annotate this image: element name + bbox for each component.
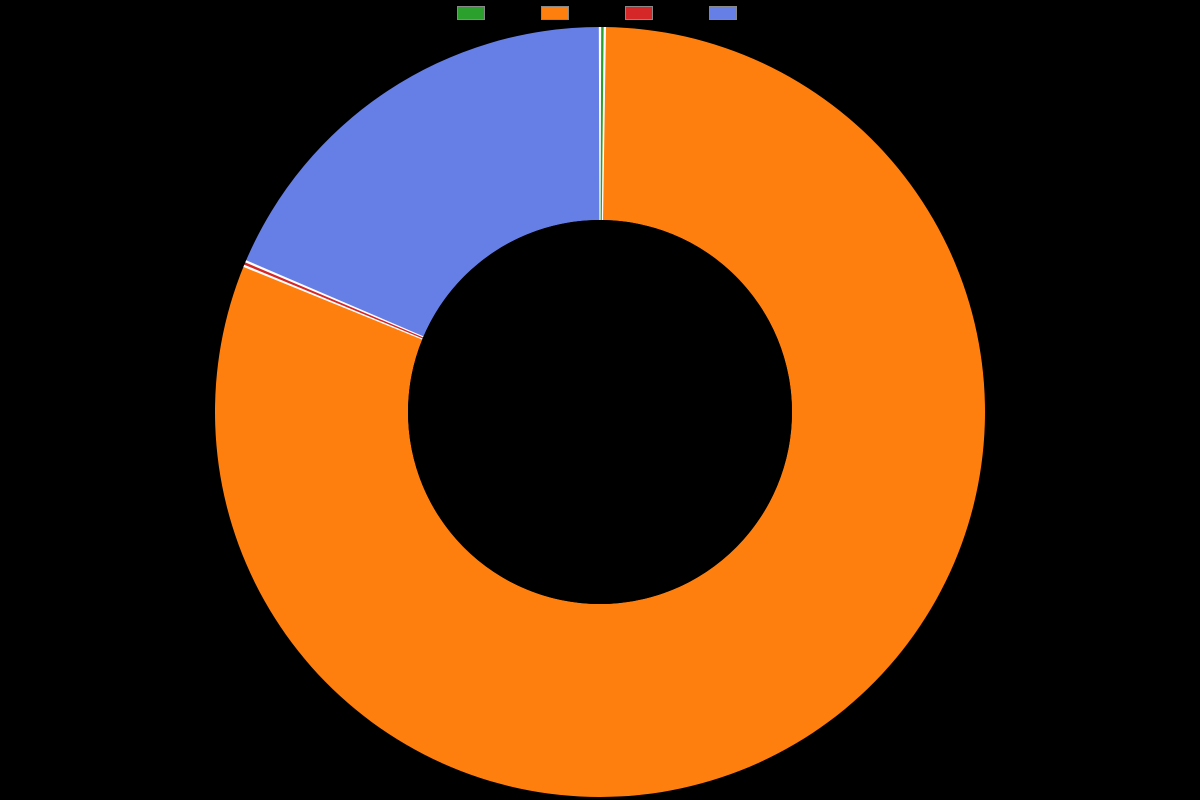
legend-item xyxy=(625,6,659,20)
legend-swatch xyxy=(625,6,653,20)
donut-chart xyxy=(215,27,985,797)
legend-item xyxy=(541,6,575,20)
legend xyxy=(0,6,1200,20)
legend-item xyxy=(457,6,491,20)
donut-hole xyxy=(408,220,792,604)
legend-swatch xyxy=(709,6,737,20)
chart-stage xyxy=(0,0,1200,800)
donut-svg xyxy=(215,27,985,797)
legend-item xyxy=(709,6,743,20)
legend-swatch xyxy=(457,6,485,20)
legend-swatch xyxy=(541,6,569,20)
